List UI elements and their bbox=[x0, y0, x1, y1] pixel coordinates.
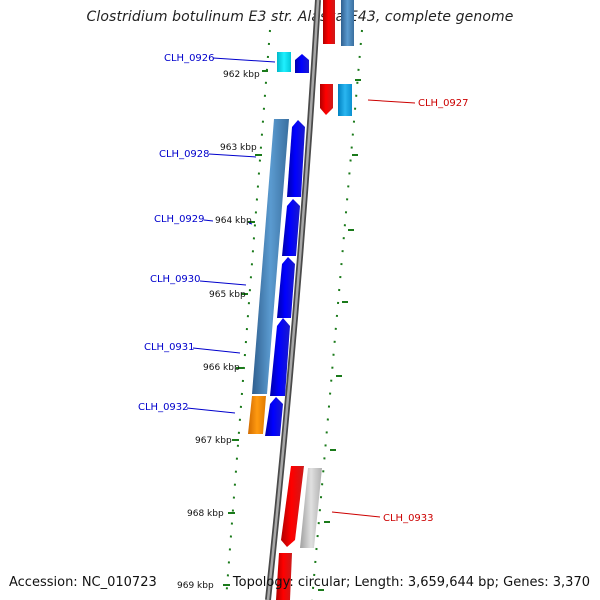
scale-label: 963 kbp bbox=[220, 143, 257, 153]
cds-block[interactable] bbox=[338, 84, 352, 116]
gene-label-clh-0933[interactable]: CLH_0933 bbox=[383, 513, 434, 524]
cds-block[interactable] bbox=[252, 119, 289, 394]
scale-label: 965 kbp bbox=[209, 290, 246, 300]
left-major-ticks bbox=[223, 70, 268, 586]
gene-arrow[interactable] bbox=[265, 397, 283, 436]
gene-arrow[interactable] bbox=[295, 54, 309, 73]
accession-text: Accession: NC_010723 bbox=[9, 575, 157, 590]
cds-block[interactable] bbox=[277, 52, 291, 72]
cds-block[interactable] bbox=[341, 0, 354, 46]
right-scale-track bbox=[311, 29, 363, 600]
gene-arrow[interactable] bbox=[281, 466, 304, 547]
scale-labels: 962 kbp 963 kbp 964 kbp 965 kbp 966 kbp … bbox=[177, 70, 260, 591]
scale-label: 962 kbp bbox=[223, 70, 260, 80]
gene-labels: CLH_0926 CLH_0927 CLH_0928 CLH_0929 CLH_… bbox=[138, 53, 469, 524]
gene-arrow[interactable] bbox=[282, 199, 300, 256]
map-title: Clostridium botulinum E3 str. Alaska E43… bbox=[86, 9, 514, 25]
scale-label: 964 kbp bbox=[215, 216, 252, 226]
gene-label-clh-0927[interactable]: CLH_0927 bbox=[418, 98, 469, 109]
scale-label: 968 kbp bbox=[187, 509, 224, 519]
gene-arrow[interactable] bbox=[323, 0, 335, 44]
gene-arrow[interactable] bbox=[270, 318, 290, 396]
gene-label-clh-0928[interactable]: CLH_0928 bbox=[159, 149, 210, 160]
gene-label-clh-0930[interactable]: CLH_0930 bbox=[150, 274, 201, 285]
gene-label-clh-0929[interactable]: CLH_0929 bbox=[154, 214, 205, 225]
scale-label: 967 kbp bbox=[195, 436, 232, 446]
gene-arrow[interactable] bbox=[320, 84, 333, 115]
cds-block[interactable] bbox=[248, 396, 266, 434]
gene-arrow[interactable] bbox=[277, 257, 295, 318]
genome-info-text: Topology: circular; Length: 3,659,644 bp… bbox=[232, 575, 590, 590]
scale-label: 966 kbp bbox=[203, 363, 240, 373]
cds-block[interactable] bbox=[300, 468, 322, 548]
gene-label-clh-0932[interactable]: CLH_0932 bbox=[138, 402, 189, 413]
gene-label-clh-0931[interactable]: CLH_0931 bbox=[144, 342, 195, 353]
gene-arrow[interactable] bbox=[287, 120, 305, 197]
gene-arrow[interactable] bbox=[276, 553, 292, 600]
gene-label-clh-0926[interactable]: CLH_0926 bbox=[164, 53, 215, 64]
scale-label: 969 kbp bbox=[177, 581, 214, 591]
right-major-ticks bbox=[318, 79, 361, 591]
